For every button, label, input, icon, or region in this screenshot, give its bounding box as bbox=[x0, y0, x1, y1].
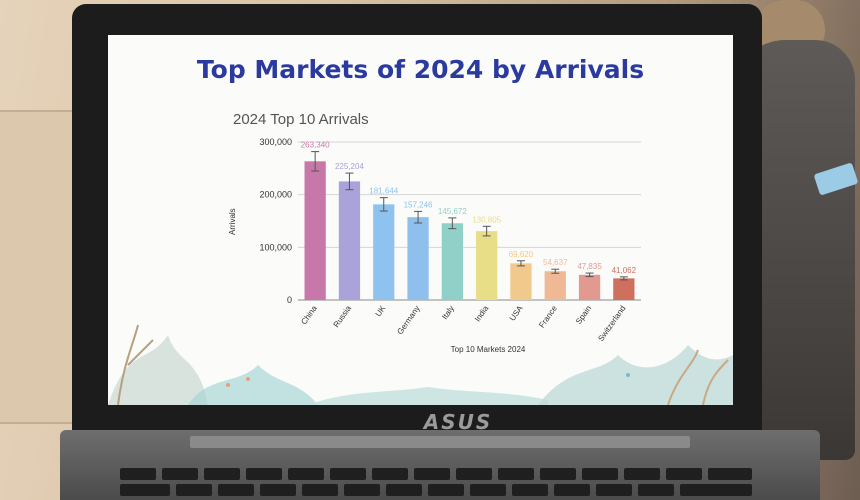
laptop-hinge bbox=[190, 436, 690, 448]
data-label: 130,805 bbox=[472, 215, 501, 224]
y-axis-label: Arrivals bbox=[228, 208, 237, 235]
bar-india bbox=[476, 231, 498, 300]
bar-russia bbox=[338, 181, 361, 300]
key bbox=[624, 468, 660, 480]
key bbox=[176, 484, 212, 496]
bar-germany bbox=[407, 217, 429, 300]
key bbox=[666, 468, 702, 480]
key bbox=[260, 484, 296, 496]
key bbox=[582, 468, 618, 480]
data-label: 263,340 bbox=[301, 141, 330, 150]
y-tick-label: 300,000 bbox=[259, 137, 292, 147]
bar-china bbox=[304, 161, 326, 300]
bar-usa bbox=[510, 263, 532, 300]
bar-italy bbox=[441, 223, 463, 300]
key bbox=[554, 484, 590, 496]
slide-title: Top Markets of 2024 by Arrivals bbox=[196, 55, 645, 84]
data-label: 157,246 bbox=[404, 200, 433, 209]
keyboard bbox=[120, 462, 760, 500]
key bbox=[470, 484, 506, 496]
coral-decoration bbox=[108, 324, 733, 405]
key bbox=[638, 484, 674, 496]
key bbox=[218, 484, 254, 496]
key bbox=[302, 484, 338, 496]
key bbox=[344, 484, 380, 496]
data-label: 41,062 bbox=[612, 266, 637, 275]
bar-switzerland bbox=[613, 278, 635, 300]
key bbox=[456, 468, 492, 480]
key bbox=[428, 484, 464, 496]
y-tick-label: 100,000 bbox=[259, 242, 292, 252]
y-tick-label: 0 bbox=[287, 295, 292, 305]
bar-france bbox=[544, 271, 566, 300]
key bbox=[120, 484, 170, 496]
chart-title: 2024 Top 10 Arrivals bbox=[233, 111, 369, 128]
key bbox=[414, 468, 450, 480]
data-label: 47,835 bbox=[577, 262, 602, 271]
x-axis-label: Top 10 Markets 2024 bbox=[450, 345, 526, 354]
key bbox=[288, 468, 324, 480]
key bbox=[680, 484, 752, 496]
key bbox=[708, 468, 752, 480]
data-label: 69,620 bbox=[509, 250, 534, 259]
data-label: 181,644 bbox=[369, 187, 398, 196]
key bbox=[498, 468, 534, 480]
key bbox=[162, 468, 198, 480]
wall-panel bbox=[0, 110, 82, 424]
bar-spain bbox=[578, 274, 601, 300]
bar-uk bbox=[373, 204, 395, 300]
data-label: 225,204 bbox=[335, 162, 364, 171]
y-tick-label: 200,000 bbox=[259, 190, 292, 200]
laptop-screen: Top Markets of 2024 by Arrivals 2024 Top… bbox=[108, 35, 733, 405]
data-label: 145,672 bbox=[438, 207, 467, 216]
data-label: 54,637 bbox=[543, 258, 568, 267]
key bbox=[372, 468, 408, 480]
key bbox=[596, 484, 632, 496]
key bbox=[330, 468, 366, 480]
key bbox=[512, 484, 548, 496]
key bbox=[540, 468, 576, 480]
key bbox=[120, 468, 156, 480]
key bbox=[386, 484, 422, 496]
key bbox=[246, 468, 282, 480]
key bbox=[204, 468, 240, 480]
